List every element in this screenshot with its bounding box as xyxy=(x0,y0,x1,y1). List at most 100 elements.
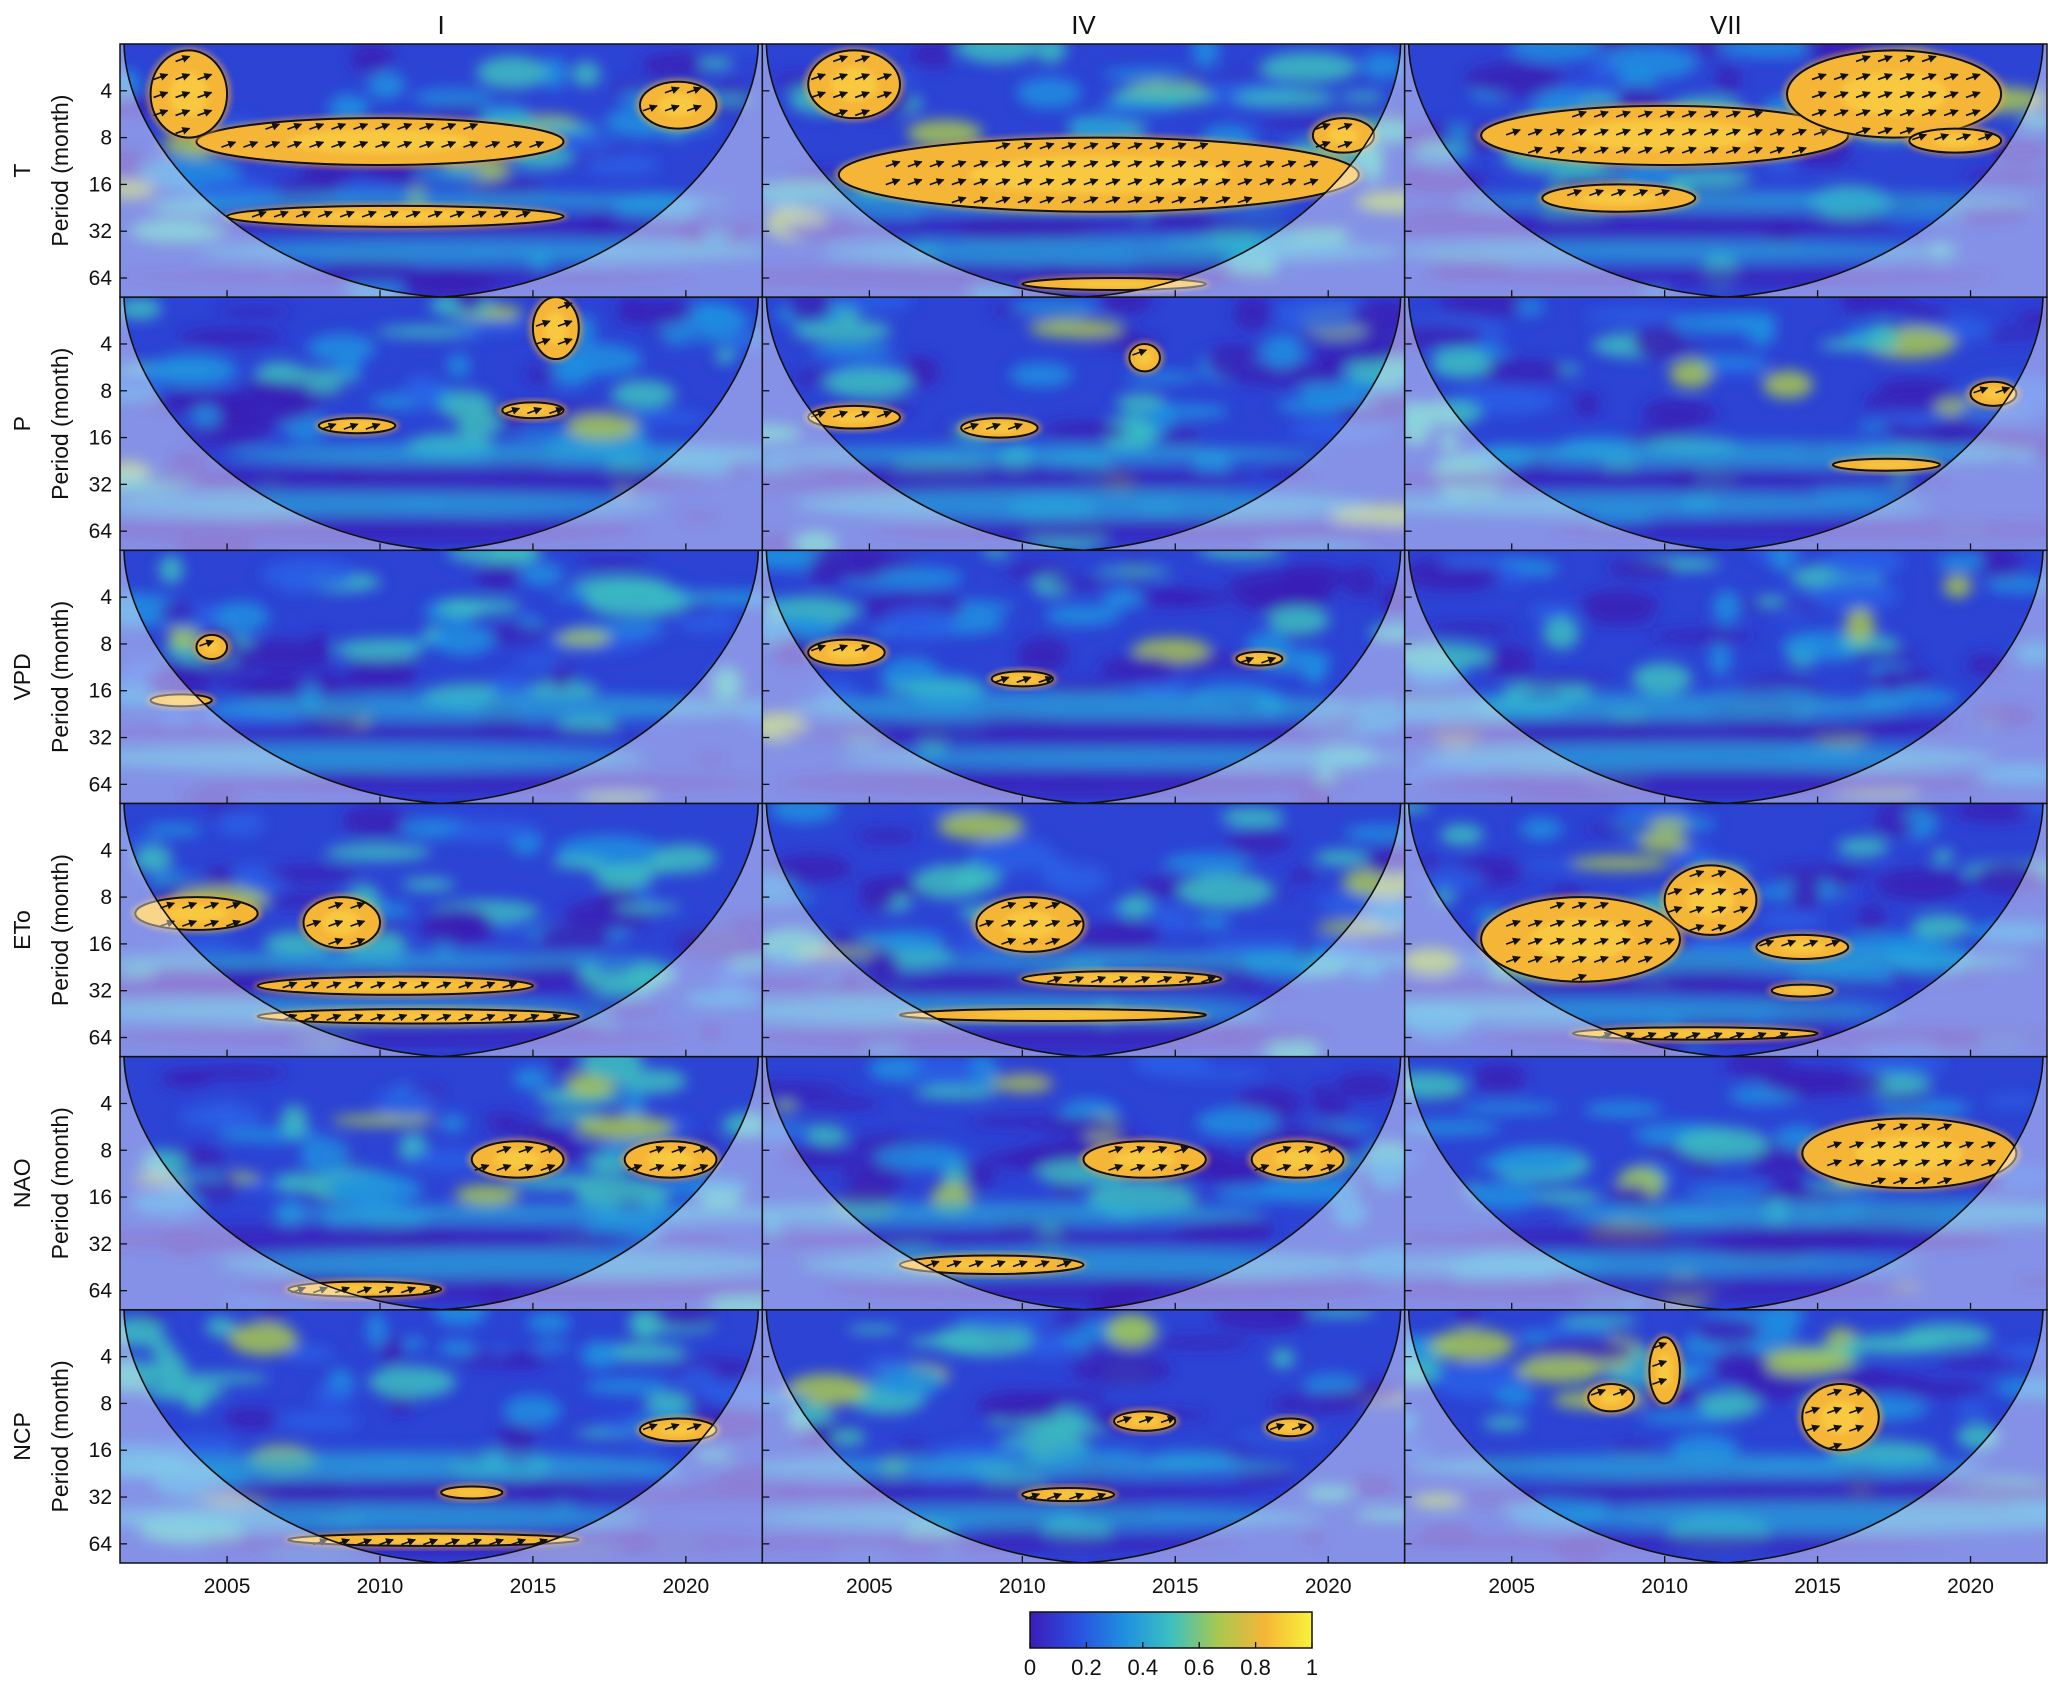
panel-nao-vii xyxy=(1404,1056,2047,1310)
y-tick-label: 8 xyxy=(100,380,112,403)
phase-arrow xyxy=(488,1538,504,1546)
phase-arrow xyxy=(1201,975,1217,984)
phase-arrow xyxy=(1711,906,1727,914)
phase-arrow xyxy=(1849,1159,1865,1167)
phase-arrow xyxy=(397,140,413,149)
phase-arrow xyxy=(979,919,995,928)
significant-region xyxy=(895,1005,1210,1024)
panel-vpd-vii xyxy=(1404,550,2047,804)
colorbar-tick-label: 0.8 xyxy=(1240,1655,1271,1680)
phase-arrow xyxy=(1091,975,1107,984)
phase-arrow xyxy=(243,140,259,149)
y-tick-label: 64 xyxy=(89,267,113,290)
significant-region xyxy=(1477,102,1853,168)
phase-arrow xyxy=(518,1145,534,1154)
phase-arrow xyxy=(1571,937,1587,946)
cone-of-influence-shade xyxy=(1404,44,2047,298)
phase-arrow xyxy=(1105,178,1121,186)
phase-arrow xyxy=(197,73,213,81)
phase-arrow xyxy=(1017,160,1033,168)
significant-region xyxy=(1905,125,2006,156)
phase-arrow xyxy=(1899,55,1915,63)
phase-arrow xyxy=(400,1538,416,1546)
phase-arrow xyxy=(312,1286,328,1294)
colorbar-tick-label: 1 xyxy=(1306,1655,1318,1680)
y-tick-label: 8 xyxy=(100,127,112,150)
phase-arrow xyxy=(1023,937,1039,946)
y-tick-label: 16 xyxy=(89,1186,112,1209)
phase-arrow xyxy=(1179,975,1195,984)
phase-arrow xyxy=(1045,919,1061,928)
phase-arrow xyxy=(370,1013,386,1022)
phase-arrow xyxy=(832,410,848,419)
phase-arrow xyxy=(1047,975,1063,984)
column-title-vii: VII xyxy=(1710,10,1742,40)
phase-arrow xyxy=(1995,386,2011,394)
significant-region xyxy=(1263,1415,1317,1440)
phase-arrow xyxy=(1571,901,1587,910)
coherence-texture xyxy=(762,297,1405,551)
phase-arrow xyxy=(524,1013,540,1022)
phase-arrow xyxy=(832,55,848,63)
phase-arrow xyxy=(175,55,191,63)
phase-arrow xyxy=(1320,1145,1336,1154)
phase-arrow xyxy=(1849,1388,1865,1397)
phase-arrow xyxy=(1659,110,1675,119)
phase-arrow xyxy=(1259,178,1275,186)
phase-arrow xyxy=(1811,91,1827,99)
phase-arrow xyxy=(963,422,979,431)
y-tick-label: 8 xyxy=(100,886,112,909)
cone-of-influence-shade xyxy=(1404,1056,2047,1310)
panel-nao-iv xyxy=(762,1056,1405,1310)
phase-arrow xyxy=(441,122,457,131)
phase-arrow xyxy=(1597,1031,1613,1040)
phase-arrow xyxy=(1108,1145,1124,1154)
phase-arrow xyxy=(1956,133,1972,141)
phase-arrow xyxy=(1615,919,1631,928)
phase-arrow xyxy=(343,422,359,431)
phase-arrow xyxy=(995,196,1011,204)
phase-arrow xyxy=(1254,1163,1270,1172)
y-tick-label: 32 xyxy=(89,473,112,496)
phase-arrow xyxy=(1725,128,1741,137)
phase-arrow xyxy=(557,319,573,328)
phase-arrow xyxy=(1855,91,1871,99)
phase-arrow xyxy=(306,919,322,928)
phase-arrow xyxy=(1001,937,1017,946)
phase-arrow xyxy=(876,91,892,99)
phase-arrow xyxy=(1193,160,1209,168)
phase-arrow xyxy=(328,901,344,910)
cone-of-influence-line xyxy=(765,803,1402,1057)
x-tick-label: 2005 xyxy=(204,1575,251,1598)
phase-arrow xyxy=(968,1260,984,1268)
cone-of-influence-shade xyxy=(1404,297,2047,551)
y-tick-label: 4 xyxy=(100,333,112,356)
phase-arrow xyxy=(529,140,545,149)
y-tick-label: 4 xyxy=(100,839,112,862)
phase-arrow xyxy=(1965,91,1981,99)
phase-arrow xyxy=(1899,109,1915,117)
significant-region xyxy=(1798,1115,2021,1192)
cone-of-influence-shade xyxy=(762,1309,1405,1563)
phase-arrow xyxy=(378,1538,394,1546)
phase-arrow xyxy=(1637,955,1653,964)
significant-region xyxy=(1798,1381,1883,1454)
phase-arrow xyxy=(383,210,399,219)
phase-arrow xyxy=(1641,1031,1657,1040)
phase-arrow xyxy=(353,140,369,149)
phase-arrow xyxy=(832,91,848,99)
phase-arrow xyxy=(907,178,923,186)
phase-arrow xyxy=(182,901,198,910)
phase-arrow xyxy=(1171,142,1187,150)
phase-arrow xyxy=(518,1163,534,1172)
phase-arrow xyxy=(1276,1163,1292,1172)
phase-arrow xyxy=(1017,196,1033,204)
y-tick-label: 8 xyxy=(100,1139,112,1162)
significant-region xyxy=(284,1530,583,1549)
phase-arrow xyxy=(1825,939,1841,948)
cone-of-influence-shade xyxy=(120,1056,763,1310)
phase-arrow xyxy=(540,1163,556,1172)
phase-arrow xyxy=(1681,146,1697,155)
phase-arrow xyxy=(1833,73,1849,81)
phase-arrow xyxy=(671,1163,687,1172)
